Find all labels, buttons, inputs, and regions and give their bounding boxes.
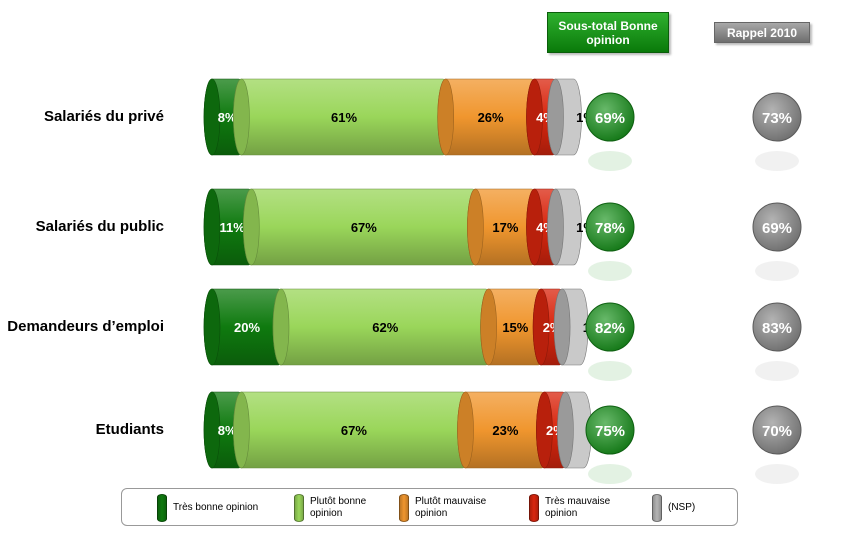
bar-value-label: 61%: [331, 110, 357, 125]
bar-segment-nsp: [553, 288, 589, 366]
legend-label: Plutôt bonne opinion: [310, 496, 367, 519]
legend-swatch: [652, 494, 662, 522]
recall-2010-circle: 73%: [752, 92, 802, 171]
recall-2010-circle-label: 73%: [762, 110, 792, 127]
bar-value-label: 11%: [219, 220, 245, 235]
subtotal-header: Sous-total Bonne opinion: [547, 12, 669, 53]
recall-2010-circle: 69%: [752, 202, 802, 281]
bar-segment-plutot_mauvaise: [457, 391, 550, 469]
legend-label: (NSP): [668, 502, 696, 513]
bar-segment-tres_bonne: [203, 188, 257, 266]
bar-segment-nsp: [557, 391, 592, 469]
subtotal-circle-label: 82%: [595, 320, 625, 337]
bar-value-label: 17%: [492, 220, 518, 235]
recall-2010-circle: 70%: [752, 405, 802, 484]
subtotal-circle-label: 75%: [595, 423, 625, 440]
bar-segment-plutot_bonne: [233, 78, 451, 156]
subtotal-circle: 75%: [585, 405, 635, 484]
bars-layer: 8%61%26%4%1%11%67%17%4%1%20%62%15%2%1%8%…: [203, 78, 605, 469]
legend-swatch: [294, 494, 304, 522]
bar-value-label: 67%: [341, 423, 367, 438]
bar-value-label: 8%: [218, 423, 237, 438]
category-label: Salariés du public: [35, 218, 164, 235]
category-label: Demandeurs d’emploi: [7, 318, 164, 335]
subtotal-circle-label: 69%: [595, 110, 625, 127]
recall-2010-circle-label: 70%: [762, 423, 792, 440]
bar-segment-tres_bonne: [203, 288, 287, 366]
recall-2010-circle-label: 83%: [762, 320, 792, 337]
subtotal-circle: 78%: [585, 202, 635, 281]
bar-segment-plutot_mauvaise: [480, 288, 547, 366]
legend-swatch: [399, 494, 409, 522]
circles-layer: 69% 73% 78% 69% 82% 83% 75% 70%: [585, 92, 802, 484]
legend-item-tres_bonne: Très bonne opinion: [157, 493, 263, 523]
legend-item-plutot_bonne: Plutôt bonne opinion: [294, 493, 400, 523]
subtotal-circle: 82%: [585, 302, 635, 381]
bar-segment-plutot_mauvaise: [467, 188, 540, 266]
legend-swatch: [529, 494, 539, 522]
bar-value-label: 8%: [218, 110, 237, 125]
legend-item-nsp: (NSP): [652, 493, 758, 523]
legend: Très bonne opinion Plutôt bonne opinion Pl…: [121, 488, 738, 526]
bar-segment-nsp: [547, 188, 582, 266]
bar-value-label: 26%: [478, 110, 504, 125]
bar-value-label: 62%: [372, 320, 398, 335]
bar-value-label: 67%: [351, 220, 377, 235]
category-label: Etudiants: [95, 421, 164, 438]
legend-label: Très bonne opinion: [173, 502, 259, 513]
category-label: Salariés du privé: [43, 108, 164, 125]
bar-segment-nsp: [547, 78, 582, 156]
legend-swatch: [157, 494, 167, 522]
legend-item-tres_mauvaise: Très mauvaise opinion: [529, 493, 635, 523]
legend-label: Très mauvaise opinion: [545, 496, 611, 519]
bar-segment-plutot_mauvaise: [437, 78, 540, 156]
recall-2010-circle-label: 69%: [762, 220, 792, 237]
recall-2010-circle: 83%: [752, 302, 802, 381]
bar-value-label: 20%: [234, 320, 260, 335]
bar-value-label: 23%: [492, 423, 518, 438]
subtotal-circle: 69%: [585, 92, 635, 171]
recall-2010-header: Rappel 2010: [714, 22, 810, 43]
bar-segment-plutot_bonne: [233, 391, 471, 469]
bar-value-label: 15%: [502, 320, 528, 335]
subtotal-circle-label: 78%: [595, 220, 625, 237]
legend-item-plutot_mauvaise: Plutôt mauvaise opinion: [399, 493, 505, 523]
legend-label: Plutôt mauvaise opinion: [415, 496, 487, 519]
